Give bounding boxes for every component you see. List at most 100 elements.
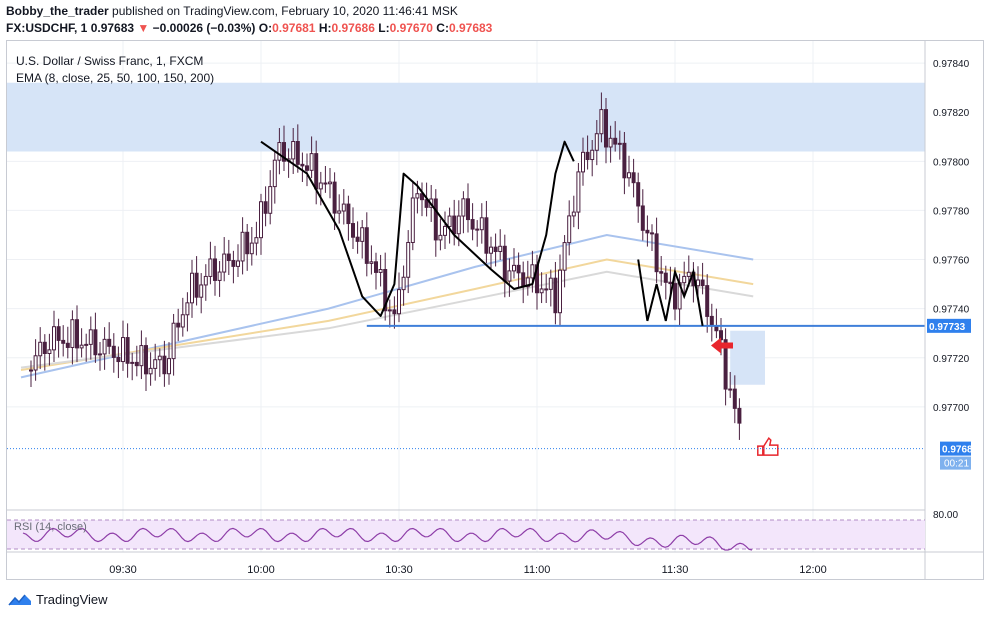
candle-body — [489, 246, 493, 254]
rsi-level-label: 80.00 — [933, 510, 958, 521]
candle-body — [461, 198, 466, 217]
candle-body — [548, 277, 553, 290]
ema-legend[interactable]: EMA (8, close, 25, 50, 100, 150, 200) — [16, 71, 215, 85]
x-tick-label: 10:30 — [385, 564, 413, 576]
zones — [7, 82, 925, 385]
candle-body — [61, 339, 66, 344]
candle-body — [240, 231, 245, 262]
candle-body — [328, 181, 332, 185]
candle-body — [456, 215, 461, 235]
candle-body — [190, 272, 194, 304]
candle-body — [470, 219, 475, 230]
candle-body — [567, 215, 572, 244]
drawings — [7, 140, 925, 456]
candle-body — [558, 269, 562, 314]
candle-body — [737, 407, 742, 424]
candle-body — [447, 215, 452, 227]
candle-body — [111, 345, 116, 358]
x-tick-label: 11:00 — [524, 564, 551, 576]
candle-body — [52, 326, 56, 351]
candle-body — [167, 358, 171, 375]
resistance-zone — [7, 82, 925, 152]
candle-body — [213, 258, 217, 281]
candle-body — [452, 215, 457, 235]
arrow-left-icon — [711, 337, 733, 354]
candle-body — [631, 172, 636, 184]
candle-body — [732, 388, 737, 409]
candle-body — [272, 159, 277, 188]
candle-body — [420, 193, 424, 201]
y-tick-label: 0.97840 — [933, 59, 970, 70]
last-price: 0.97683 — [90, 21, 135, 35]
instrument-legend[interactable]: U.S. Dollar / Swiss Franc, 1, FXCM — [16, 54, 204, 68]
candle-body — [594, 133, 599, 151]
candle-body — [102, 338, 107, 355]
candle-body — [360, 227, 365, 242]
candle-body — [650, 232, 654, 235]
candle-body — [38, 341, 43, 357]
ema-line-gray — [20, 270, 754, 369]
candle-body — [162, 355, 167, 375]
candle-body — [341, 203, 346, 212]
high-label: H: — [318, 21, 332, 35]
candle-body — [562, 242, 567, 271]
candle-body — [144, 345, 148, 375]
candle-body — [47, 349, 52, 354]
candle-body — [254, 237, 259, 244]
candle-body — [231, 260, 236, 267]
open-label: O: — [258, 21, 273, 35]
candle-body — [397, 289, 401, 315]
open-value: 0.97681 — [272, 21, 316, 35]
candle-body — [530, 264, 535, 279]
candle-body — [355, 236, 360, 242]
rsi-legend[interactable]: RSI (14, close) — [14, 521, 87, 533]
author-name[interactable]: Bobby_the_trader — [6, 4, 109, 18]
candle-body — [29, 369, 33, 372]
footer-brand-text: TradingView — [36, 592, 108, 607]
support-price-label: 0.97733 — [929, 322, 966, 333]
candles — [29, 92, 742, 440]
rsi-band — [7, 520, 925, 549]
candle-body — [33, 355, 38, 371]
last-price-label: 0.97683 — [942, 445, 979, 456]
candle-body — [291, 140, 296, 160]
candle-body — [502, 245, 507, 282]
candle-body — [659, 271, 664, 274]
footer-brand[interactable]: TradingView — [8, 592, 108, 607]
candle-body — [171, 322, 176, 360]
candle-body — [622, 142, 627, 179]
candle-body — [249, 242, 254, 255]
x-tick-label: 12:00 — [799, 564, 827, 576]
candle-body — [507, 270, 512, 282]
candle-body — [553, 277, 558, 314]
candle-body — [346, 203, 351, 225]
last-price-badge — [940, 441, 971, 456]
candle-body — [576, 171, 581, 213]
candle-body — [157, 355, 162, 361]
candle-body — [383, 269, 388, 312]
rsi-pane: 80.00 — [7, 510, 958, 551]
x-tick-label: 10:00 — [247, 564, 275, 576]
axes: 0.97840 0.97820 0.97800 0.97780 0.97760 0.977… — [6, 41, 984, 580]
y-tick-label: 0.97820 — [933, 108, 970, 119]
candle-body — [98, 353, 102, 356]
candle-body — [107, 338, 112, 347]
symbol-label[interactable]: FX:USDCHF, 1 — [6, 21, 88, 35]
low-label: L: — [378, 21, 390, 35]
candle-body — [682, 275, 687, 284]
ohlc-line: FX:USDCHF, 1 0.97683 ▼ −0.00026 (−0.03%)… — [6, 21, 492, 35]
candle-body — [217, 271, 222, 281]
candle-body — [130, 361, 135, 364]
candle-body — [332, 181, 337, 214]
candle-body — [479, 217, 484, 231]
candle-body — [203, 275, 208, 286]
chart-frame — [6, 40, 984, 580]
candle-body — [663, 272, 668, 283]
candle-body — [364, 227, 369, 264]
countdown-label: 00:21 — [944, 459, 969, 470]
candle-body — [401, 276, 406, 291]
pattern-drawing — [260, 140, 575, 317]
candle-body — [696, 279, 700, 287]
change-value: −0.00026 (−0.03%) — [152, 21, 256, 35]
